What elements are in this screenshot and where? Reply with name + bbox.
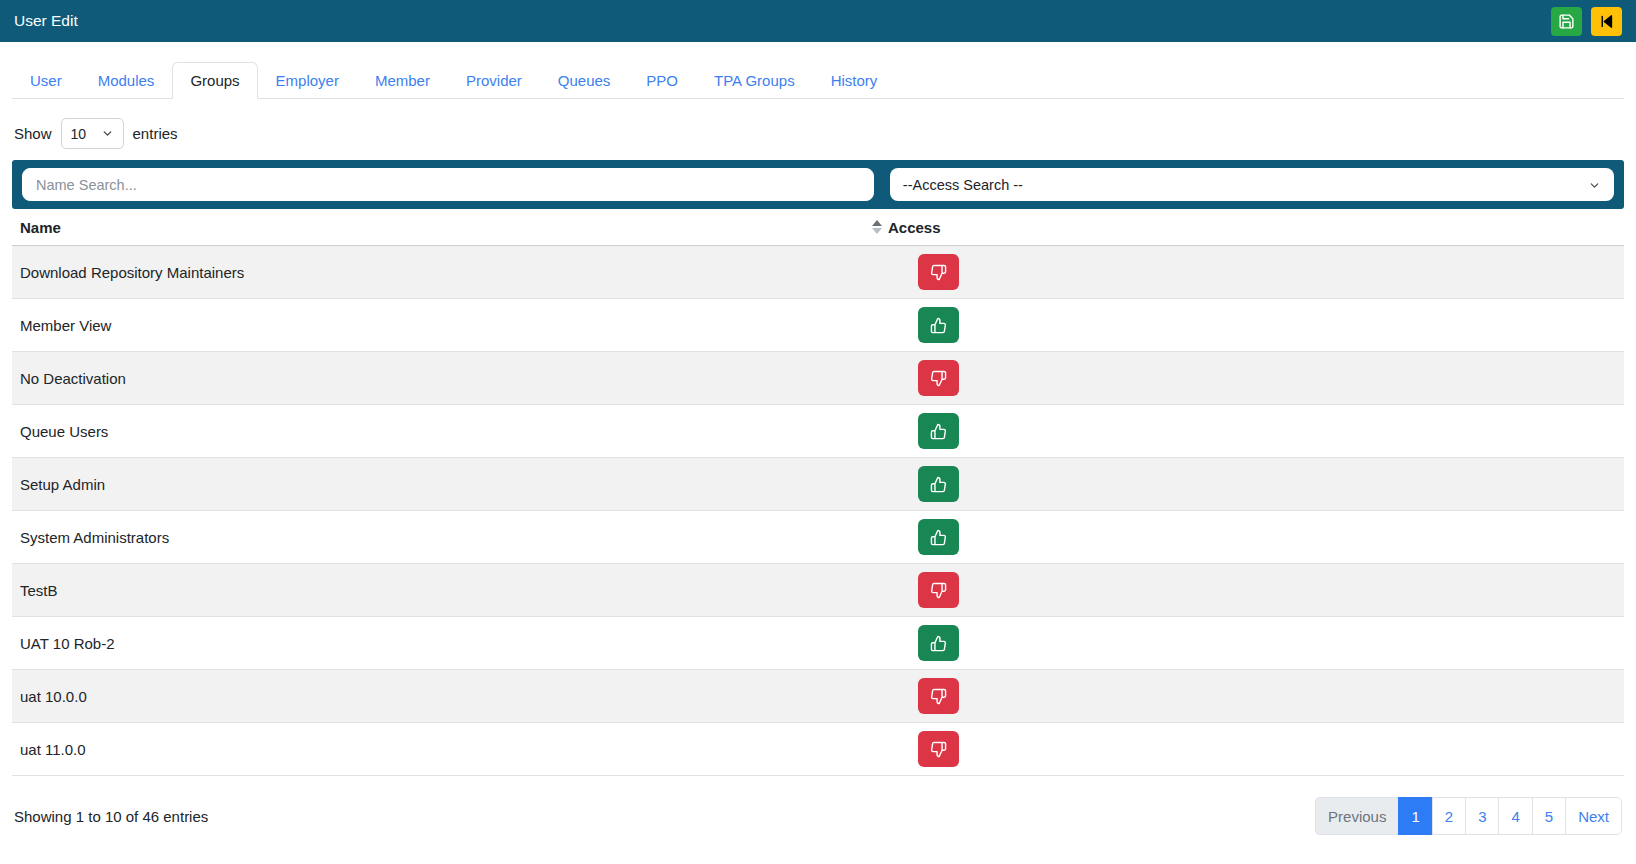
tab-provider[interactable]: Provider	[448, 62, 540, 99]
group-name: Queue Users	[20, 423, 888, 440]
group-name: Member View	[20, 317, 888, 334]
pagination-page-1[interactable]: 1	[1398, 797, 1432, 835]
table-row: No Deactivation	[12, 352, 1624, 405]
thumbs-up-icon	[930, 635, 947, 652]
page-length-select[interactable]: 10	[61, 118, 124, 149]
name-column-label: Name	[20, 219, 61, 236]
access-toggle-button[interactable]	[918, 625, 959, 661]
tab-user[interactable]: User	[12, 62, 80, 99]
pagination-page-4[interactable]: 4	[1498, 797, 1532, 835]
chevron-down-icon	[101, 127, 114, 140]
group-name: uat 10.0.0	[20, 688, 888, 705]
page-length-value: 10	[71, 126, 87, 142]
pagination-previous[interactable]: Previous	[1315, 797, 1399, 835]
chevron-down-icon	[1588, 178, 1601, 191]
tab-groups[interactable]: Groups	[172, 62, 257, 99]
access-toggle-button[interactable]	[918, 678, 959, 714]
save-button[interactable]	[1551, 7, 1582, 36]
skip-back-icon	[1598, 13, 1615, 30]
access-toggle-button[interactable]	[918, 360, 959, 396]
access-search-select[interactable]: --Access Search --	[890, 168, 1614, 201]
thumbs-down-icon	[930, 582, 947, 599]
column-header-name[interactable]: Name	[20, 219, 888, 236]
thumbs-up-icon	[930, 529, 947, 546]
save-icon	[1558, 13, 1575, 30]
group-name: System Administrators	[20, 529, 888, 546]
pagination-next[interactable]: Next	[1565, 797, 1622, 835]
table-row: UAT 10 Rob-2	[12, 617, 1624, 670]
tab-bar: User Modules Groups Employer Member Prov…	[12, 62, 1624, 99]
access-toggle-button[interactable]	[918, 466, 959, 502]
group-name: Download Repository Maintainers	[20, 264, 888, 281]
table-row: uat 10.0.0	[12, 670, 1624, 723]
access-search-value: --Access Search --	[903, 177, 1023, 193]
name-search-input[interactable]	[22, 168, 874, 201]
thumbs-up-icon	[930, 476, 947, 493]
table-row: TestB	[12, 564, 1624, 617]
table-body: Download Repository Maintainers Member V…	[12, 246, 1624, 776]
tab-member[interactable]: Member	[357, 62, 448, 99]
access-toggle-button[interactable]	[918, 413, 959, 449]
table-footer: Showing 1 to 10 of 46 entries Previous 1…	[12, 797, 1624, 835]
access-toggle-button[interactable]	[918, 572, 959, 608]
group-name: UAT 10 Rob-2	[20, 635, 888, 652]
access-column-label: Access	[888, 219, 941, 236]
length-label-after: entries	[133, 125, 178, 142]
pagination-page-5[interactable]: 5	[1532, 797, 1566, 835]
sort-ascending-icon	[872, 220, 882, 234]
tab-ppo[interactable]: PPO	[628, 62, 696, 99]
access-toggle-button[interactable]	[918, 254, 959, 290]
pagination: Previous 1 2 3 4 5 Next	[1315, 797, 1622, 835]
tab-queues[interactable]: Queues	[540, 62, 629, 99]
table-row: Download Repository Maintainers	[12, 246, 1624, 299]
page-length-control: Show 10 entries	[14, 118, 1622, 149]
thumbs-up-icon	[930, 423, 947, 440]
group-name: uat 11.0.0	[20, 741, 888, 758]
group-name: No Deactivation	[20, 370, 888, 387]
thumbs-down-icon	[930, 688, 947, 705]
thumbs-down-icon	[930, 370, 947, 387]
main-content: User Modules Groups Employer Member Prov…	[0, 62, 1636, 835]
table-row: Queue Users	[12, 405, 1624, 458]
filter-bar: --Access Search --	[12, 160, 1624, 209]
table-row: uat 11.0.0	[12, 723, 1624, 776]
thumbs-down-icon	[930, 741, 947, 758]
thumbs-down-icon	[930, 264, 947, 281]
access-toggle-button[interactable]	[918, 519, 959, 555]
tab-history[interactable]: History	[813, 62, 896, 99]
tab-employer[interactable]: Employer	[258, 62, 357, 99]
access-toggle-button[interactable]	[918, 731, 959, 767]
group-name: Setup Admin	[20, 476, 888, 493]
pagination-page-2[interactable]: 2	[1432, 797, 1466, 835]
group-name: TestB	[20, 582, 888, 599]
entries-summary: Showing 1 to 10 of 46 entries	[14, 808, 208, 825]
table-row: Member View	[12, 299, 1624, 352]
table-header: Name Access	[12, 209, 1624, 246]
back-button[interactable]	[1591, 7, 1622, 36]
table-row: System Administrators	[12, 511, 1624, 564]
header-actions	[1551, 7, 1622, 36]
thumbs-up-icon	[930, 317, 947, 334]
page-title: User Edit	[14, 12, 78, 30]
table-row: Setup Admin	[12, 458, 1624, 511]
pagination-page-3[interactable]: 3	[1465, 797, 1499, 835]
column-header-access: Access	[888, 219, 1616, 236]
access-toggle-button[interactable]	[918, 307, 959, 343]
app-header: User Edit	[0, 0, 1636, 42]
tab-tpa-groups[interactable]: TPA Groups	[696, 62, 813, 99]
length-label-before: Show	[14, 125, 52, 142]
tab-modules[interactable]: Modules	[80, 62, 173, 99]
